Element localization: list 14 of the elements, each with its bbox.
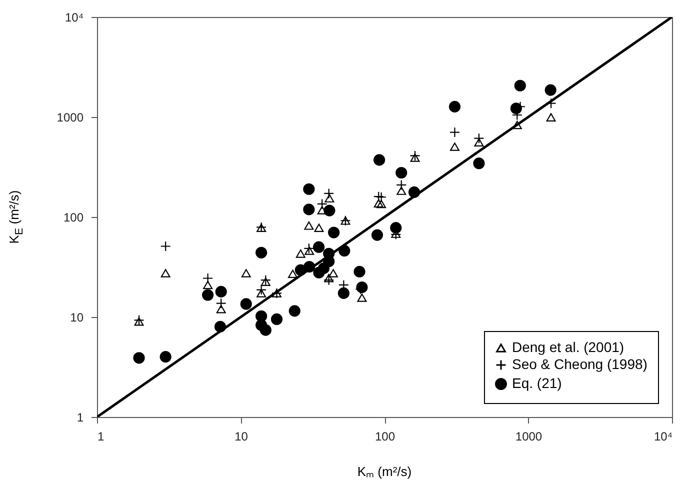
y-tick-label: 1 (76, 410, 84, 424)
x-tick-label: 100 (374, 430, 396, 444)
legend-label: Seo & Cheong (1998) (512, 356, 648, 372)
y-tick-label: 1000 (56, 110, 84, 124)
y-tick-label: 10⁴ (64, 10, 84, 24)
legend-label: Eq. (21) (512, 375, 562, 391)
y-tick-label: 100 (63, 210, 84, 224)
x-axis-title: Kₘ (m²/s) (356, 463, 413, 480)
x-tick-label: 10⁴ (654, 430, 672, 444)
legend-label: Deng et al. (2001) (512, 339, 624, 355)
x-tick-label: 1 (98, 430, 104, 444)
x-tick-label: 1000 (515, 430, 542, 444)
y-tick-label: 10 (70, 310, 84, 324)
x-tick-label: 10 (234, 430, 248, 444)
